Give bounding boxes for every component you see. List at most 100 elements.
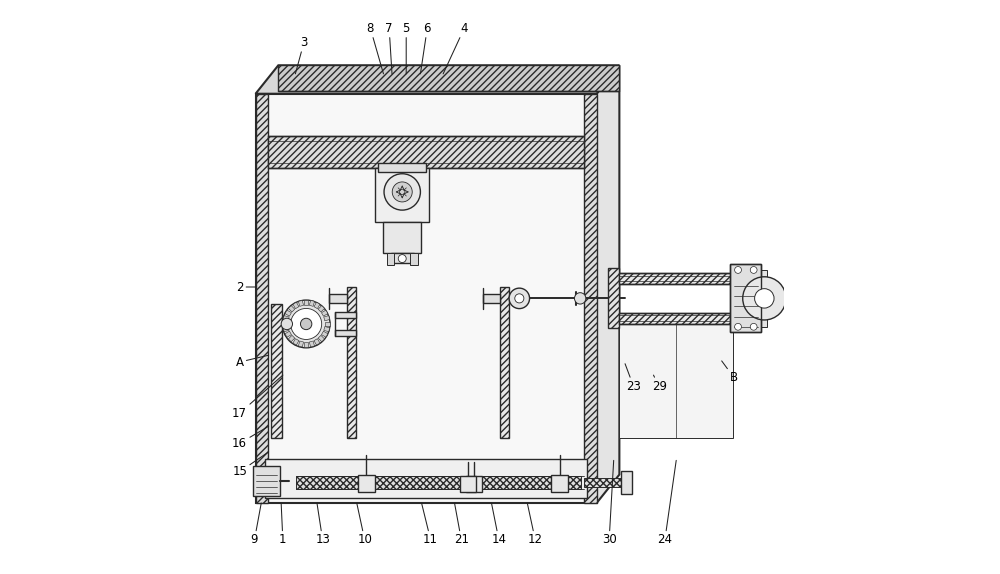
Bar [304,342,308,347]
Bar [285,331,291,337]
Text: 6: 6 [420,22,431,74]
Text: 21: 21 [454,503,469,546]
Bar [358,475,375,492]
Bar [325,321,330,325]
Bar [321,331,328,337]
Text: 7: 7 [385,22,393,74]
Bar [318,305,325,312]
Bar [253,466,280,496]
Bar [483,294,500,303]
Text: 1: 1 [279,503,287,546]
Text: 24: 24 [657,460,676,546]
Bar [268,137,584,168]
Text: 29: 29 [652,375,667,393]
Text: 15: 15 [232,452,269,478]
Text: 30: 30 [602,460,617,546]
Bar [256,94,597,503]
Text: A: A [236,355,269,369]
Text: 4: 4 [443,22,468,74]
Bar [271,304,282,437]
Bar [608,268,619,328]
Polygon shape [256,65,619,94]
Circle shape [384,174,420,210]
Text: 2: 2 [236,281,256,293]
Circle shape [743,277,786,320]
Text: 17: 17 [232,375,283,420]
Bar [288,335,295,342]
Text: 10: 10 [357,503,372,546]
Circle shape [735,323,741,330]
Bar [283,321,288,325]
Bar [375,168,429,222]
Bar [321,310,328,316]
Bar [387,253,394,265]
Bar [383,222,421,253]
Bar [314,339,320,345]
Bar [309,341,314,347]
Bar [335,330,356,336]
Text: 8: 8 [367,22,383,74]
Bar [296,476,581,489]
Bar [265,459,587,498]
Bar [309,300,314,307]
Bar [391,253,414,263]
Bar [730,264,761,332]
Bar [324,327,330,332]
Bar [278,65,619,91]
Text: 5: 5 [403,22,410,74]
Bar [460,476,476,492]
Bar [347,287,356,437]
Bar [760,270,767,327]
Bar [298,341,304,347]
Circle shape [392,182,412,202]
Bar [335,312,356,317]
Text: 23: 23 [625,364,641,393]
Text: 11: 11 [422,503,438,546]
Bar [378,163,426,172]
Text: 9: 9 [251,503,261,546]
Bar [551,475,568,492]
Text: B: B [722,361,738,385]
Text: 3: 3 [295,36,308,74]
Bar [283,327,289,332]
Bar [466,476,482,492]
Circle shape [515,294,524,303]
Bar [298,300,304,307]
Bar [293,339,299,345]
Bar [730,264,761,332]
Bar [283,316,289,321]
Bar [584,94,597,503]
Bar [288,305,295,312]
Circle shape [755,289,774,308]
Bar [293,302,299,309]
Circle shape [281,318,293,329]
Bar [619,313,733,324]
Circle shape [398,255,406,262]
Circle shape [750,266,757,273]
Bar [410,253,418,265]
Bar [619,273,733,284]
Bar [329,294,347,303]
Bar [584,478,621,487]
Circle shape [750,323,757,330]
Bar [285,310,291,316]
Bar [318,335,325,342]
Circle shape [509,288,530,309]
Bar [621,471,632,494]
Text: 14: 14 [491,503,506,546]
Circle shape [574,293,586,304]
Circle shape [735,266,741,273]
Polygon shape [597,65,619,503]
Circle shape [282,300,330,348]
Bar [619,324,733,437]
Bar [324,316,330,321]
Circle shape [291,308,322,339]
Bar [314,302,320,309]
Text: 16: 16 [232,426,269,450]
Text: 12: 12 [527,503,543,546]
Text: 13: 13 [315,503,330,546]
Circle shape [300,318,312,329]
Bar [500,287,509,437]
Bar [256,94,268,503]
Bar [304,300,308,305]
